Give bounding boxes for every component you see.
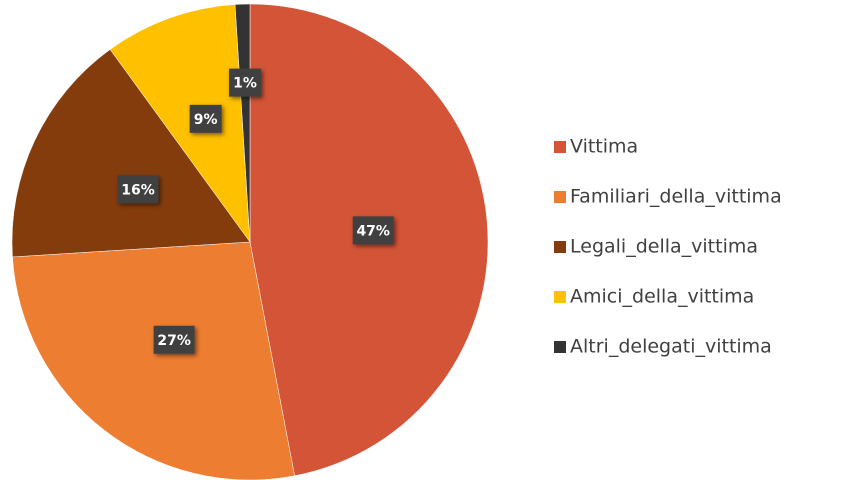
data-label-box: [352, 216, 394, 245]
data-label-box: [228, 68, 261, 97]
data-label: 27%: [157, 333, 191, 349]
legend-swatch: [554, 191, 566, 203]
legend-label: Amici_della_vittima: [570, 286, 754, 308]
pie-slice: [109, 4, 251, 243]
data-label-box: [117, 175, 159, 204]
legend-label: Legali_della_vittima: [570, 236, 758, 258]
legend-label: Altri_delegati_vittima: [570, 336, 772, 358]
pie-slice: [12, 241, 295, 480]
data-label: 1%: [233, 76, 257, 92]
data-label: 47%: [356, 223, 390, 239]
data-label: 9%: [194, 112, 218, 128]
data-label: 16%: [121, 182, 155, 198]
legend-swatch: [554, 141, 566, 153]
data-label-box: [153, 325, 195, 354]
legend-label: Vittima: [570, 136, 638, 158]
legend-swatch: [554, 291, 566, 303]
legend-swatch: [554, 341, 566, 353]
data-label-box: [189, 104, 222, 133]
legend-swatch: [554, 241, 566, 253]
pie-slice: [234, 3, 251, 243]
pie-slice: [11, 49, 251, 258]
legend-label: Familiari_della_vittima: [570, 186, 782, 208]
